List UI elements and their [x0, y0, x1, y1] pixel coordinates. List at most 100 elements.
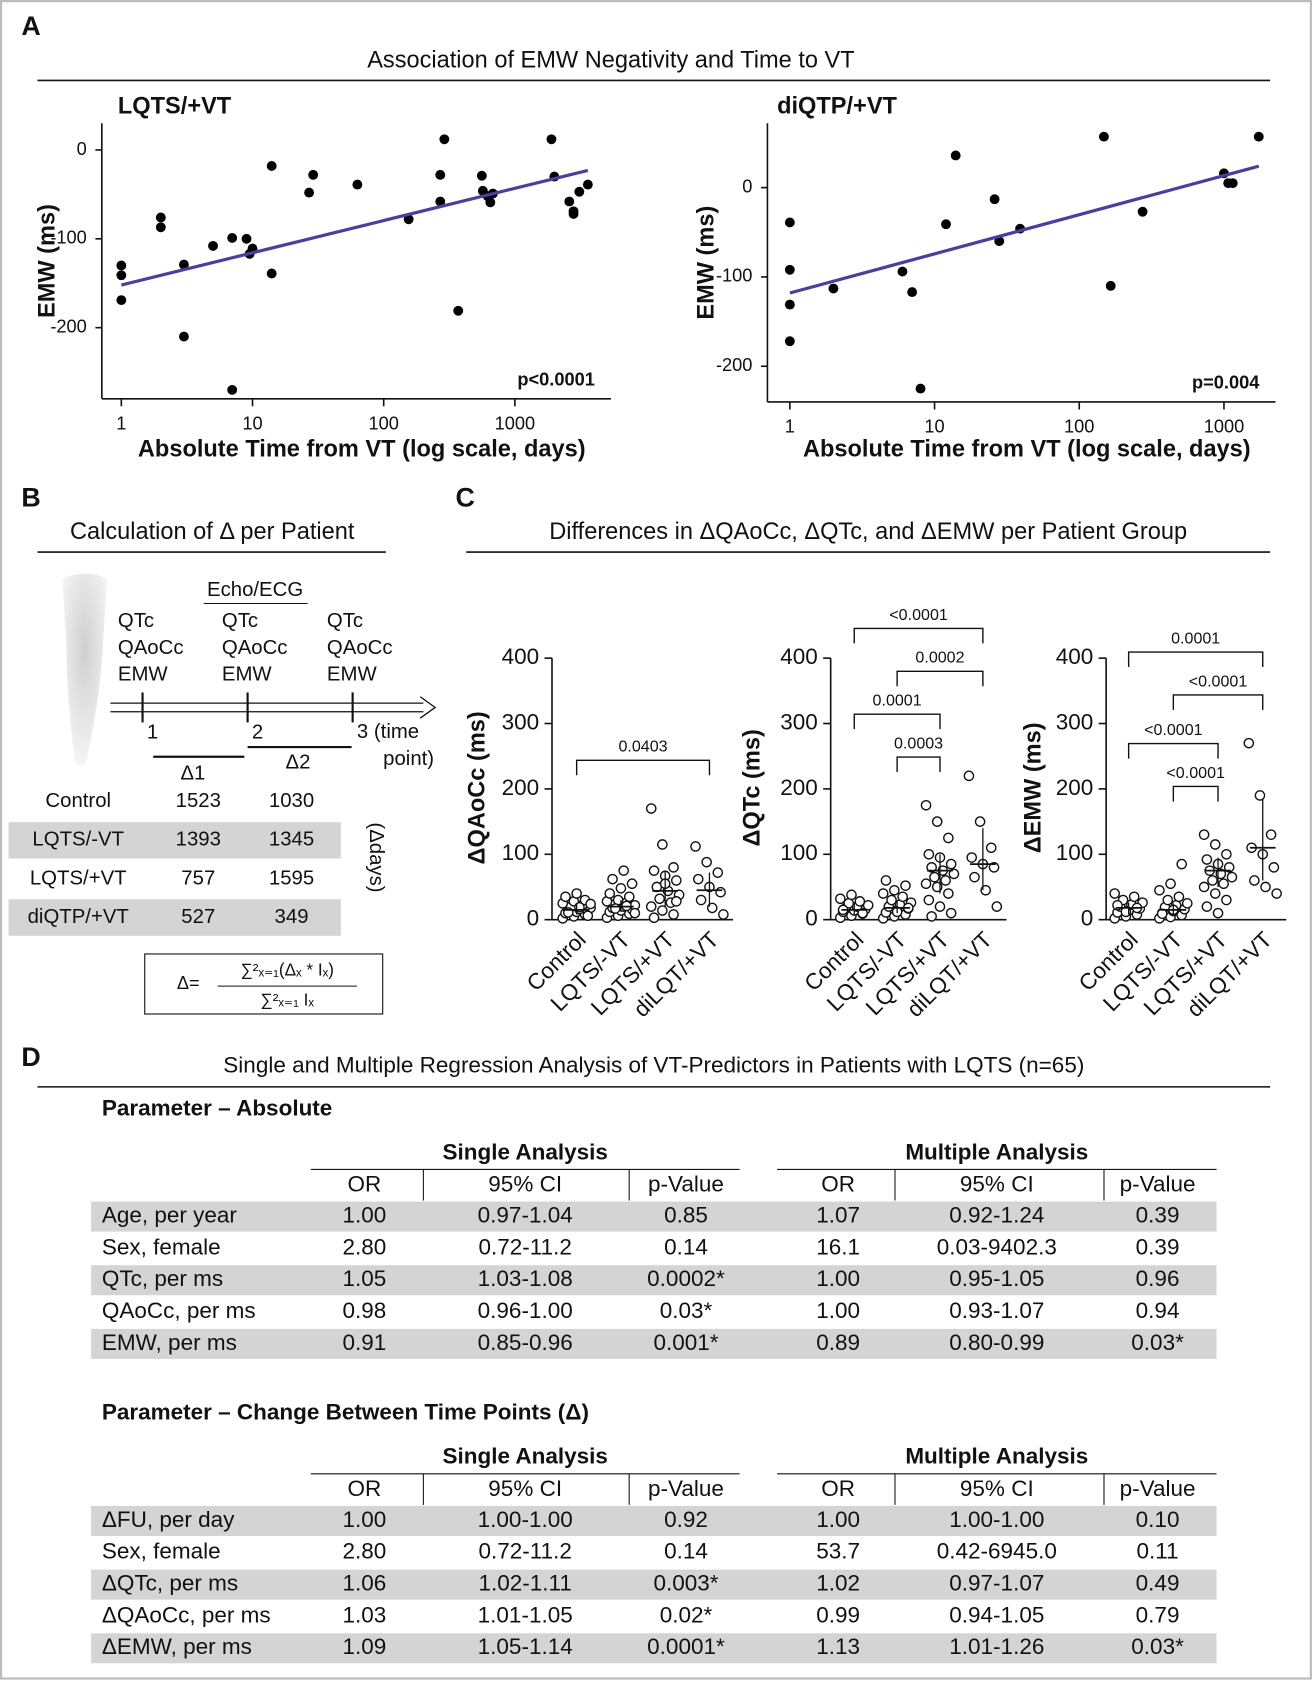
point: [116, 295, 127, 306]
point: [155, 222, 166, 233]
column-header: OR: [821, 1171, 855, 1196]
table-cell: 1.05: [343, 1266, 387, 1291]
measure-label: EMW: [222, 664, 273, 686]
y-tick-label: 0: [77, 139, 87, 159]
table-cell: 1.01-1.26: [949, 1634, 1044, 1659]
point: [668, 862, 679, 873]
comparison-label: 0.0002: [915, 649, 964, 667]
group-header: Multiple Analysis: [905, 1139, 1088, 1164]
point: [945, 858, 957, 870]
table-cell: 16.1: [816, 1234, 860, 1259]
point: [862, 899, 874, 911]
table-cell: 1.02: [816, 1571, 860, 1596]
comparison-bracket: [853, 627, 984, 644]
table-cell: Control: [45, 790, 111, 812]
point: [1128, 891, 1140, 903]
point: [690, 841, 701, 852]
point: [1243, 737, 1255, 749]
table-cell: 1.00: [816, 1507, 860, 1532]
point: [403, 214, 414, 225]
table-cell: 0.94-1.05: [949, 1602, 1044, 1627]
table-cell: 2.80: [343, 1539, 387, 1564]
table-cell: 0.14: [664, 1539, 708, 1564]
point: [1176, 858, 1188, 870]
y-tick-label: 0: [1081, 906, 1094, 931]
table-cell: 0.10: [1136, 1507, 1180, 1532]
row-label: Sex, female: [102, 1234, 221, 1259]
table-cell: 0.03-9402.3: [937, 1234, 1057, 1259]
column-header: p-Value: [648, 1476, 724, 1501]
patient-icon: [62, 573, 108, 766]
table-cell: 0.11: [1137, 1539, 1179, 1564]
y-tick-label: -100: [50, 228, 86, 248]
table-cell: 0.72-11.2: [478, 1234, 571, 1259]
point: [991, 901, 1003, 912]
interval-label: Δ1: [180, 762, 205, 784]
table-cell: 527: [181, 906, 215, 928]
y-tick-label: 0: [805, 906, 818, 931]
point: [1198, 881, 1210, 893]
y-tick-label: 400: [780, 644, 818, 669]
table-cell: 0.49: [1136, 1571, 1180, 1596]
y-tick-label: 300: [780, 709, 818, 734]
table-cell: 0.97-1.04: [478, 1203, 573, 1228]
point: [889, 884, 900, 896]
table-cell: 0.92: [664, 1507, 708, 1532]
x-tick-label: 1000: [1204, 417, 1245, 437]
point: [1221, 848, 1232, 860]
measure-label: QAoCc: [222, 637, 288, 659]
y-tick-label: 100: [1056, 840, 1094, 865]
y-tick-label: 100: [502, 840, 540, 865]
y-axis-label: ΔQTc (ms): [739, 729, 765, 846]
x-tick-label: 100: [1064, 417, 1094, 437]
table-cell: 1.00-1.00: [478, 1507, 573, 1532]
row-shade: [91, 1201, 1217, 1232]
point: [926, 911, 937, 922]
point: [943, 832, 954, 844]
point: [920, 799, 932, 811]
point: [648, 865, 660, 876]
point: [1209, 839, 1221, 850]
point: [900, 880, 911, 891]
column-header: 95% CI: [488, 1171, 562, 1196]
point: [304, 187, 315, 198]
measure-label: EMW: [327, 664, 378, 686]
point: [877, 888, 889, 899]
y-tick-label: 400: [1056, 644, 1094, 669]
table-cell: 757: [181, 867, 215, 889]
point: [1218, 878, 1229, 890]
comparison-bracket: [1172, 694, 1264, 710]
panel-title: Differences in ΔQAoCc, ΔQTc, and ΔEMW pe…: [549, 518, 1187, 544]
formula-numerator: ∑²ₓ₌₁(Δₓ * Iₓ): [241, 960, 334, 980]
point: [1201, 854, 1213, 865]
panel-title: Calculation of Δ per Patient: [70, 518, 355, 544]
annotation: p<0.0001: [517, 369, 595, 389]
point: [116, 270, 127, 281]
table-cell: 0.89: [816, 1330, 860, 1355]
comparison-label: <0.0001: [1166, 764, 1225, 782]
point: [116, 260, 127, 271]
table-cell: 0.80-0.99: [949, 1330, 1044, 1355]
point: [657, 839, 668, 850]
point: [1105, 280, 1116, 291]
formula-denominator: ∑²ₓ₌₁ Iₓ: [261, 990, 315, 1010]
table-cell: 1.09: [343, 1634, 387, 1659]
table-cell: 0.98: [343, 1298, 387, 1323]
point: [610, 903, 621, 914]
point: [1109, 888, 1121, 899]
table-cell: 0.93-1.07: [949, 1298, 1044, 1323]
panel-title: Association of EMW Negativity and Time t…: [367, 46, 854, 72]
point: [582, 910, 594, 922]
point: [784, 336, 795, 347]
point: [701, 856, 712, 868]
point: [1271, 888, 1282, 899]
point: [941, 219, 951, 230]
y-tick-label: 400: [502, 644, 540, 669]
row-label: ΔFU, per day: [102, 1507, 235, 1532]
point: [886, 894, 897, 906]
point: [784, 217, 795, 228]
point: [854, 896, 866, 907]
panel-label: A: [21, 11, 40, 41]
point: [784, 264, 795, 275]
